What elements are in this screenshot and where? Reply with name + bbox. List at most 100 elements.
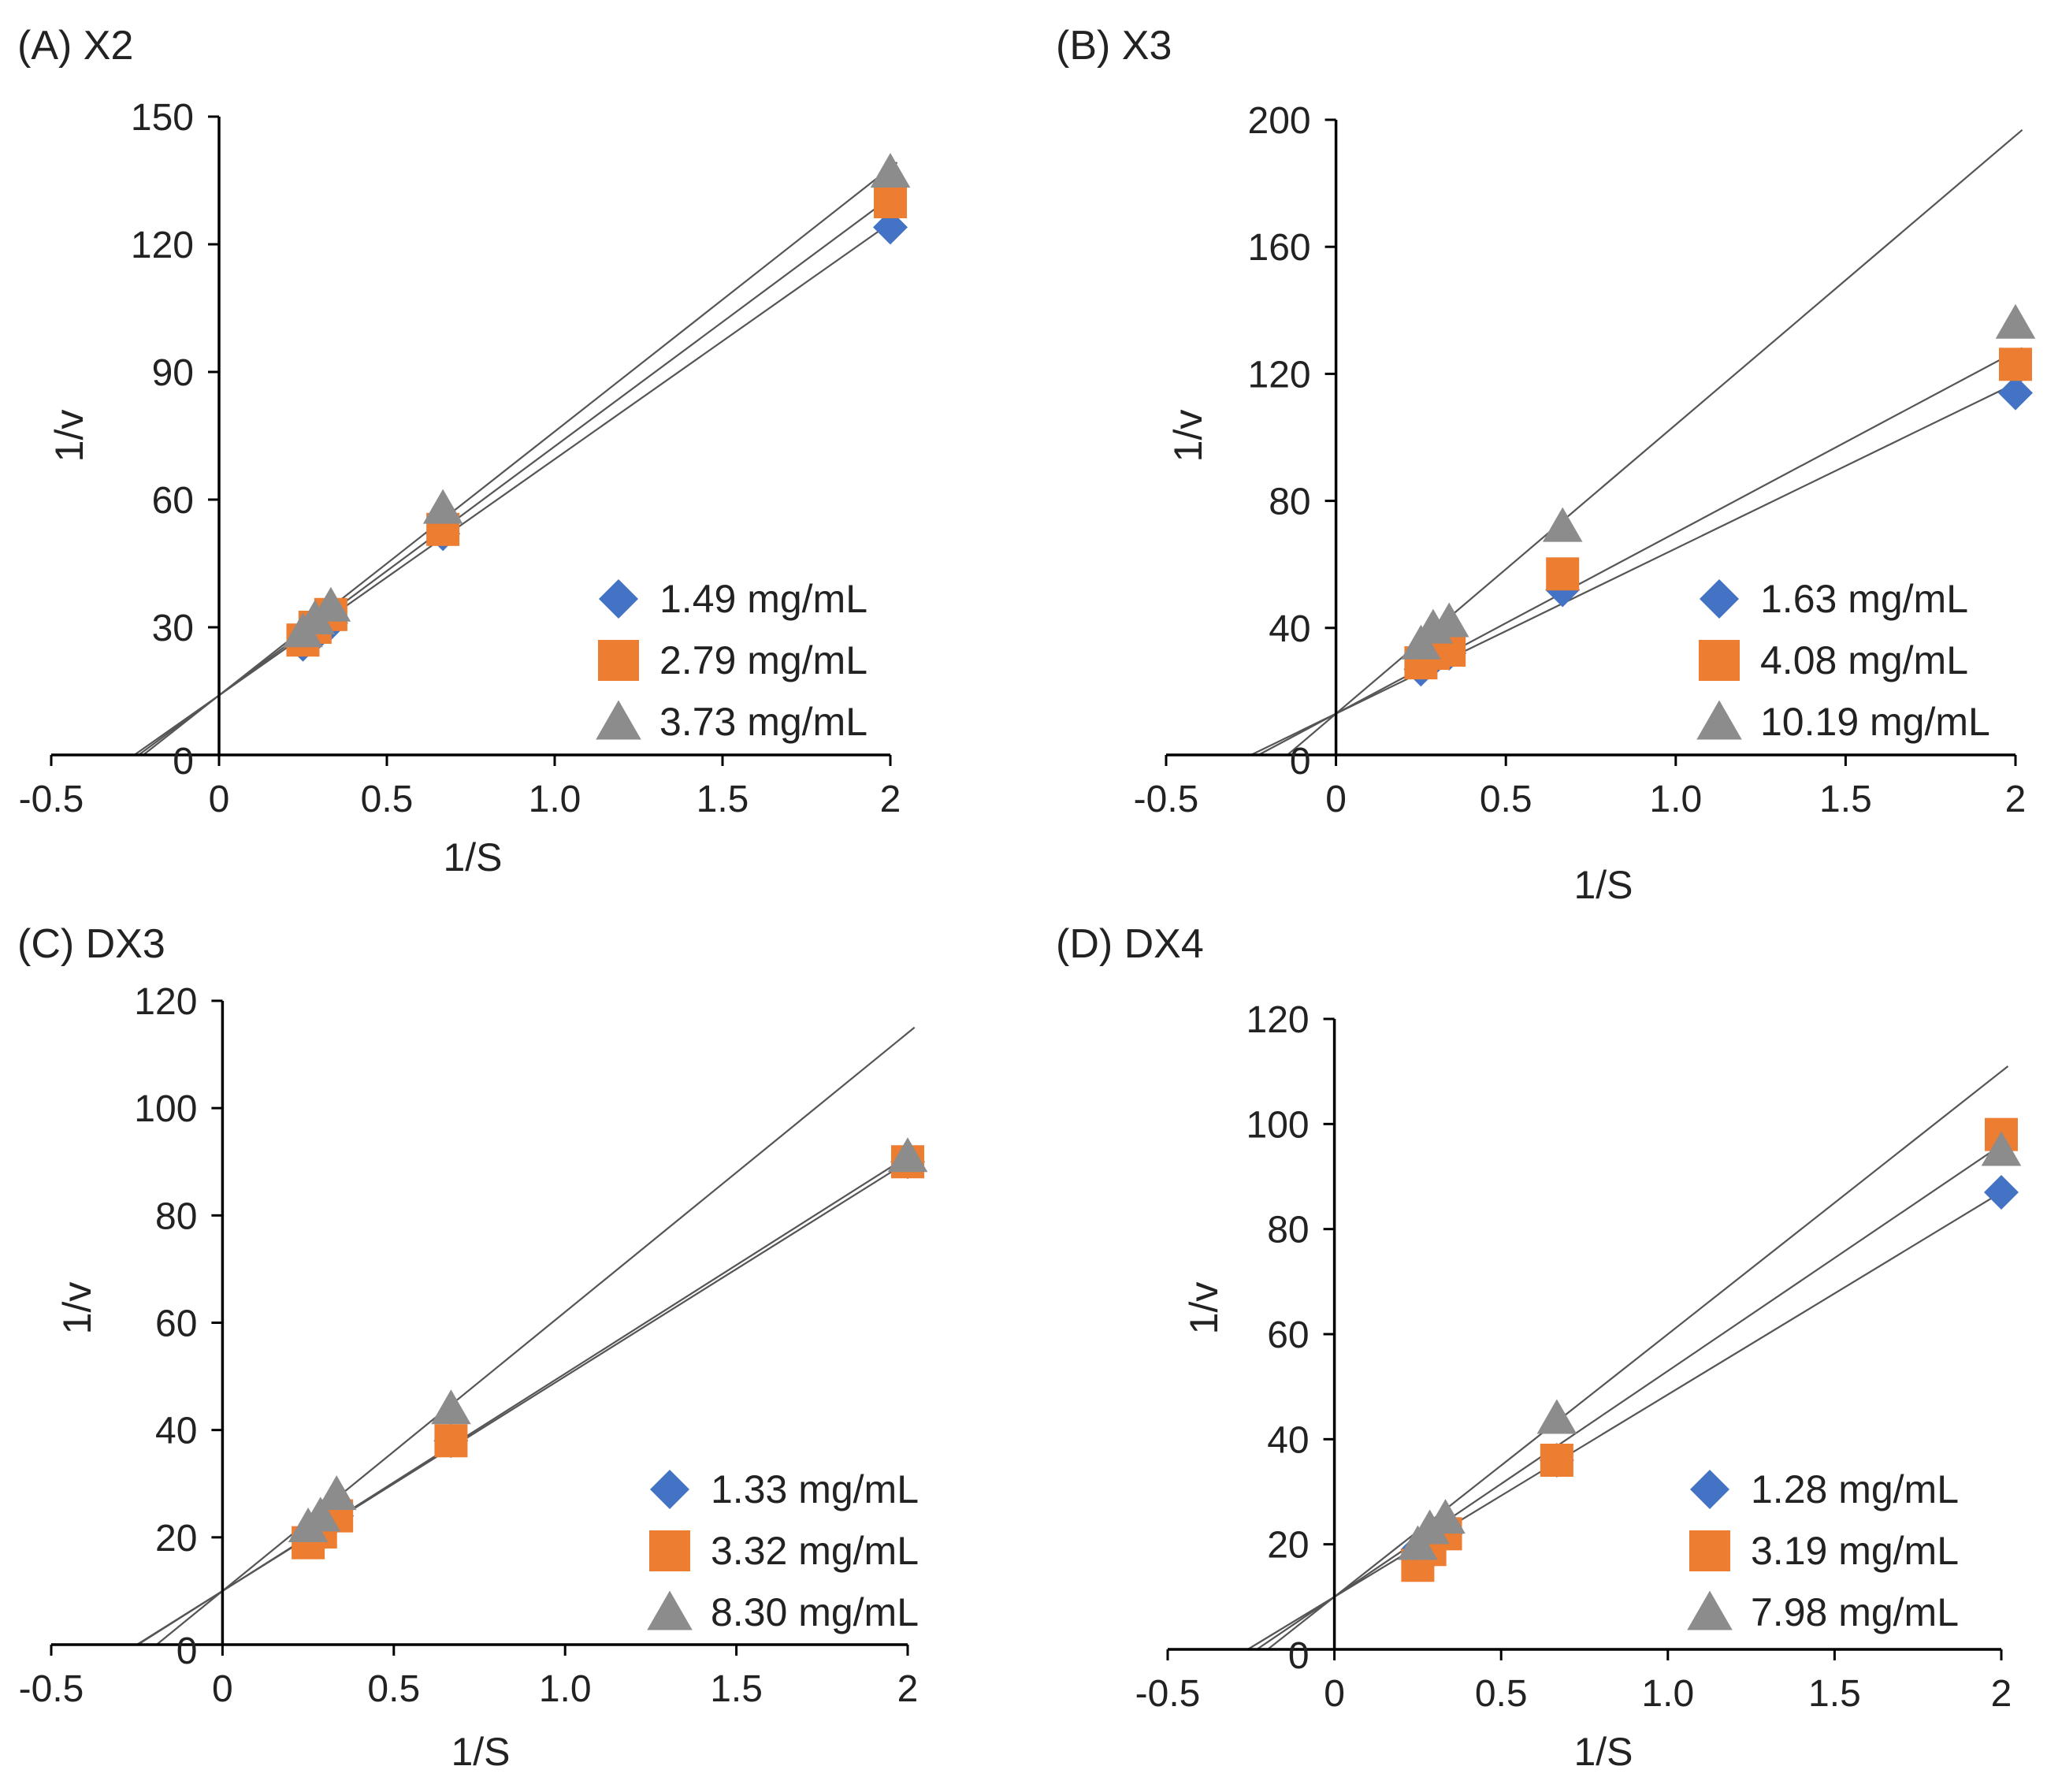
data-point-triangle [870, 153, 911, 188]
y-axis-label: 1/v [47, 410, 91, 463]
legend-label: 2.79 mg/mL [659, 638, 867, 682]
x-axis-label: 1/S [1573, 863, 1633, 907]
data-point-diamond [1984, 1175, 2019, 1210]
y-tick-label: 60 [155, 1303, 197, 1345]
x-tick-label: 1.0 [1641, 1673, 1694, 1715]
legend-square-icon [598, 640, 639, 681]
panel-title: (D) DX4 [1056, 921, 1204, 967]
fit-line-1 [1247, 1187, 2009, 1650]
y-tick-label: 0 [1288, 1635, 1310, 1677]
fit-line-1 [1250, 379, 2023, 756]
data-point-diamond [873, 210, 908, 245]
legend-triangle-icon [596, 700, 641, 740]
data-point-triangle [310, 586, 351, 622]
y-tick-label: 100 [134, 1088, 197, 1130]
legend-label: 10.19 mg/mL [1760, 700, 1990, 744]
legend-label: 3.32 mg/mL [711, 1529, 919, 1573]
legend-square-icon [649, 1530, 690, 1571]
y-tick-label: 0 [1290, 741, 1311, 783]
fit-line-3 [156, 1026, 916, 1645]
x-tick-label: 2 [1991, 1673, 2012, 1715]
x-tick-label: 1.0 [1649, 779, 1702, 820]
data-point-triangle [316, 1475, 357, 1511]
x-axis-label: 1/S [443, 835, 502, 879]
y-tick-label: 120 [131, 225, 194, 266]
y-tick-label: 30 [152, 608, 194, 649]
legend-square-icon [1699, 640, 1740, 681]
y-tick-label: 60 [1267, 1314, 1309, 1356]
x-tick-label: 0.5 [1475, 1673, 1528, 1715]
y-tick-label: 40 [1269, 608, 1310, 650]
x-tick-label: 2 [2005, 779, 2027, 820]
legend-label: 1.28 mg/mL [1751, 1467, 1959, 1511]
legend-diamond-icon [599, 579, 638, 619]
y-axis-label: 1/v [55, 1282, 99, 1335]
data-point-diamond [1998, 375, 2033, 411]
y-tick-label: 20 [1267, 1525, 1309, 1567]
legend-diamond-icon [650, 1470, 689, 1509]
data-point-triangle [1428, 602, 1469, 638]
data-point-square [874, 185, 907, 218]
data-point-triangle [1981, 1131, 2022, 1166]
fit-line-3 [143, 162, 898, 756]
x-tick-label: 1.5 [697, 779, 749, 820]
y-tick-label: 40 [1267, 1419, 1309, 1461]
x-tick-label: -0.5 [1135, 1673, 1201, 1715]
legend-diamond-icon [1700, 579, 1739, 619]
y-axis-label: 1/v [1182, 1282, 1226, 1335]
data-point-square [1999, 348, 2032, 381]
data-point-triangle [1536, 1399, 1577, 1434]
y-tick-label: 20 [155, 1518, 197, 1560]
y-tick-label: 90 [152, 352, 194, 394]
y-tick-label: 200 [1248, 100, 1311, 142]
legend-label: 3.19 mg/mL [1751, 1529, 1959, 1573]
y-tick-label: 120 [1246, 999, 1310, 1041]
legend-diamond-icon [1690, 1470, 1729, 1509]
data-point-square [1546, 557, 1580, 591]
data-point-triangle [1425, 1499, 1466, 1534]
y-tick-label: 120 [134, 981, 197, 1023]
y-tick-label: 80 [1269, 481, 1310, 523]
fit-line-2 [138, 191, 898, 756]
fit-line-1 [133, 217, 898, 756]
panel-b-x3: (B) X3 -0.5 0 0.5 1.0 1.5 2 0 40 80 120 160 200 1/S 1/… [1056, 23, 2036, 907]
panel-title: (B) X3 [1056, 23, 1172, 69]
legend-label: 8.30 mg/mL [711, 1590, 919, 1634]
y-tick-label: 80 [1267, 1210, 1309, 1251]
panel-a-x2: (A) X2 -0.5 0 0.5 1.0 1.5 2 0 30 60 90 120 150 1/S 1/v… [17, 23, 911, 879]
x-tick-label: -0.5 [1134, 779, 1199, 820]
x-tick-label: 1.5 [1808, 1673, 1861, 1715]
legend-triangle-icon [1696, 700, 1742, 740]
fit-line-2 [1256, 1140, 2009, 1650]
legend-triangle-icon [647, 1590, 693, 1630]
x-tick-label: 0 [1325, 779, 1347, 820]
y-tick-label: 80 [155, 1195, 197, 1237]
x-tick-label: 0.5 [1480, 779, 1532, 820]
legend-triangle-icon [1687, 1590, 1733, 1630]
x-axis-label: 1/S [1573, 1730, 1633, 1774]
panel-c-dx3: (C) DX3-0.5 0 0.5 1.0 1.5 20204060801001201/S… [17, 921, 928, 1774]
legend-label: 1.49 mg/mL [659, 577, 867, 621]
panel-title: (C) DX3 [17, 921, 165, 967]
panel-d-dx4: (D) DX4-0.5 0 0.5 1.0 1.5 20204060801001201/S… [1056, 921, 2022, 1774]
panel-title: (A) X2 [17, 23, 133, 69]
legend-square-icon [1689, 1530, 1730, 1571]
x-axis-label: 1/S [451, 1730, 510, 1774]
y-tick-label: 0 [173, 741, 194, 783]
legend-label: 1.63 mg/mL [1760, 577, 1968, 621]
data-point-square [434, 1424, 468, 1458]
x-tick-label: 0 [1324, 1673, 1345, 1715]
data-point-triangle [300, 1496, 341, 1532]
x-tick-label: 1.5 [710, 1668, 763, 1710]
y-tick-label: 150 [131, 97, 194, 139]
fit-line-2 [1258, 347, 2023, 756]
y-tick-label: 160 [1248, 227, 1311, 269]
x-tick-label: 1.0 [539, 1668, 592, 1710]
y-tick-label: 120 [1248, 354, 1311, 396]
data-point-triangle [422, 489, 463, 524]
y-tick-label: 40 [155, 1411, 197, 1452]
data-point-triangle [1995, 303, 2036, 339]
legend-label: 7.98 mg/mL [1751, 1590, 1959, 1634]
y-tick-label: 100 [1246, 1104, 1310, 1146]
